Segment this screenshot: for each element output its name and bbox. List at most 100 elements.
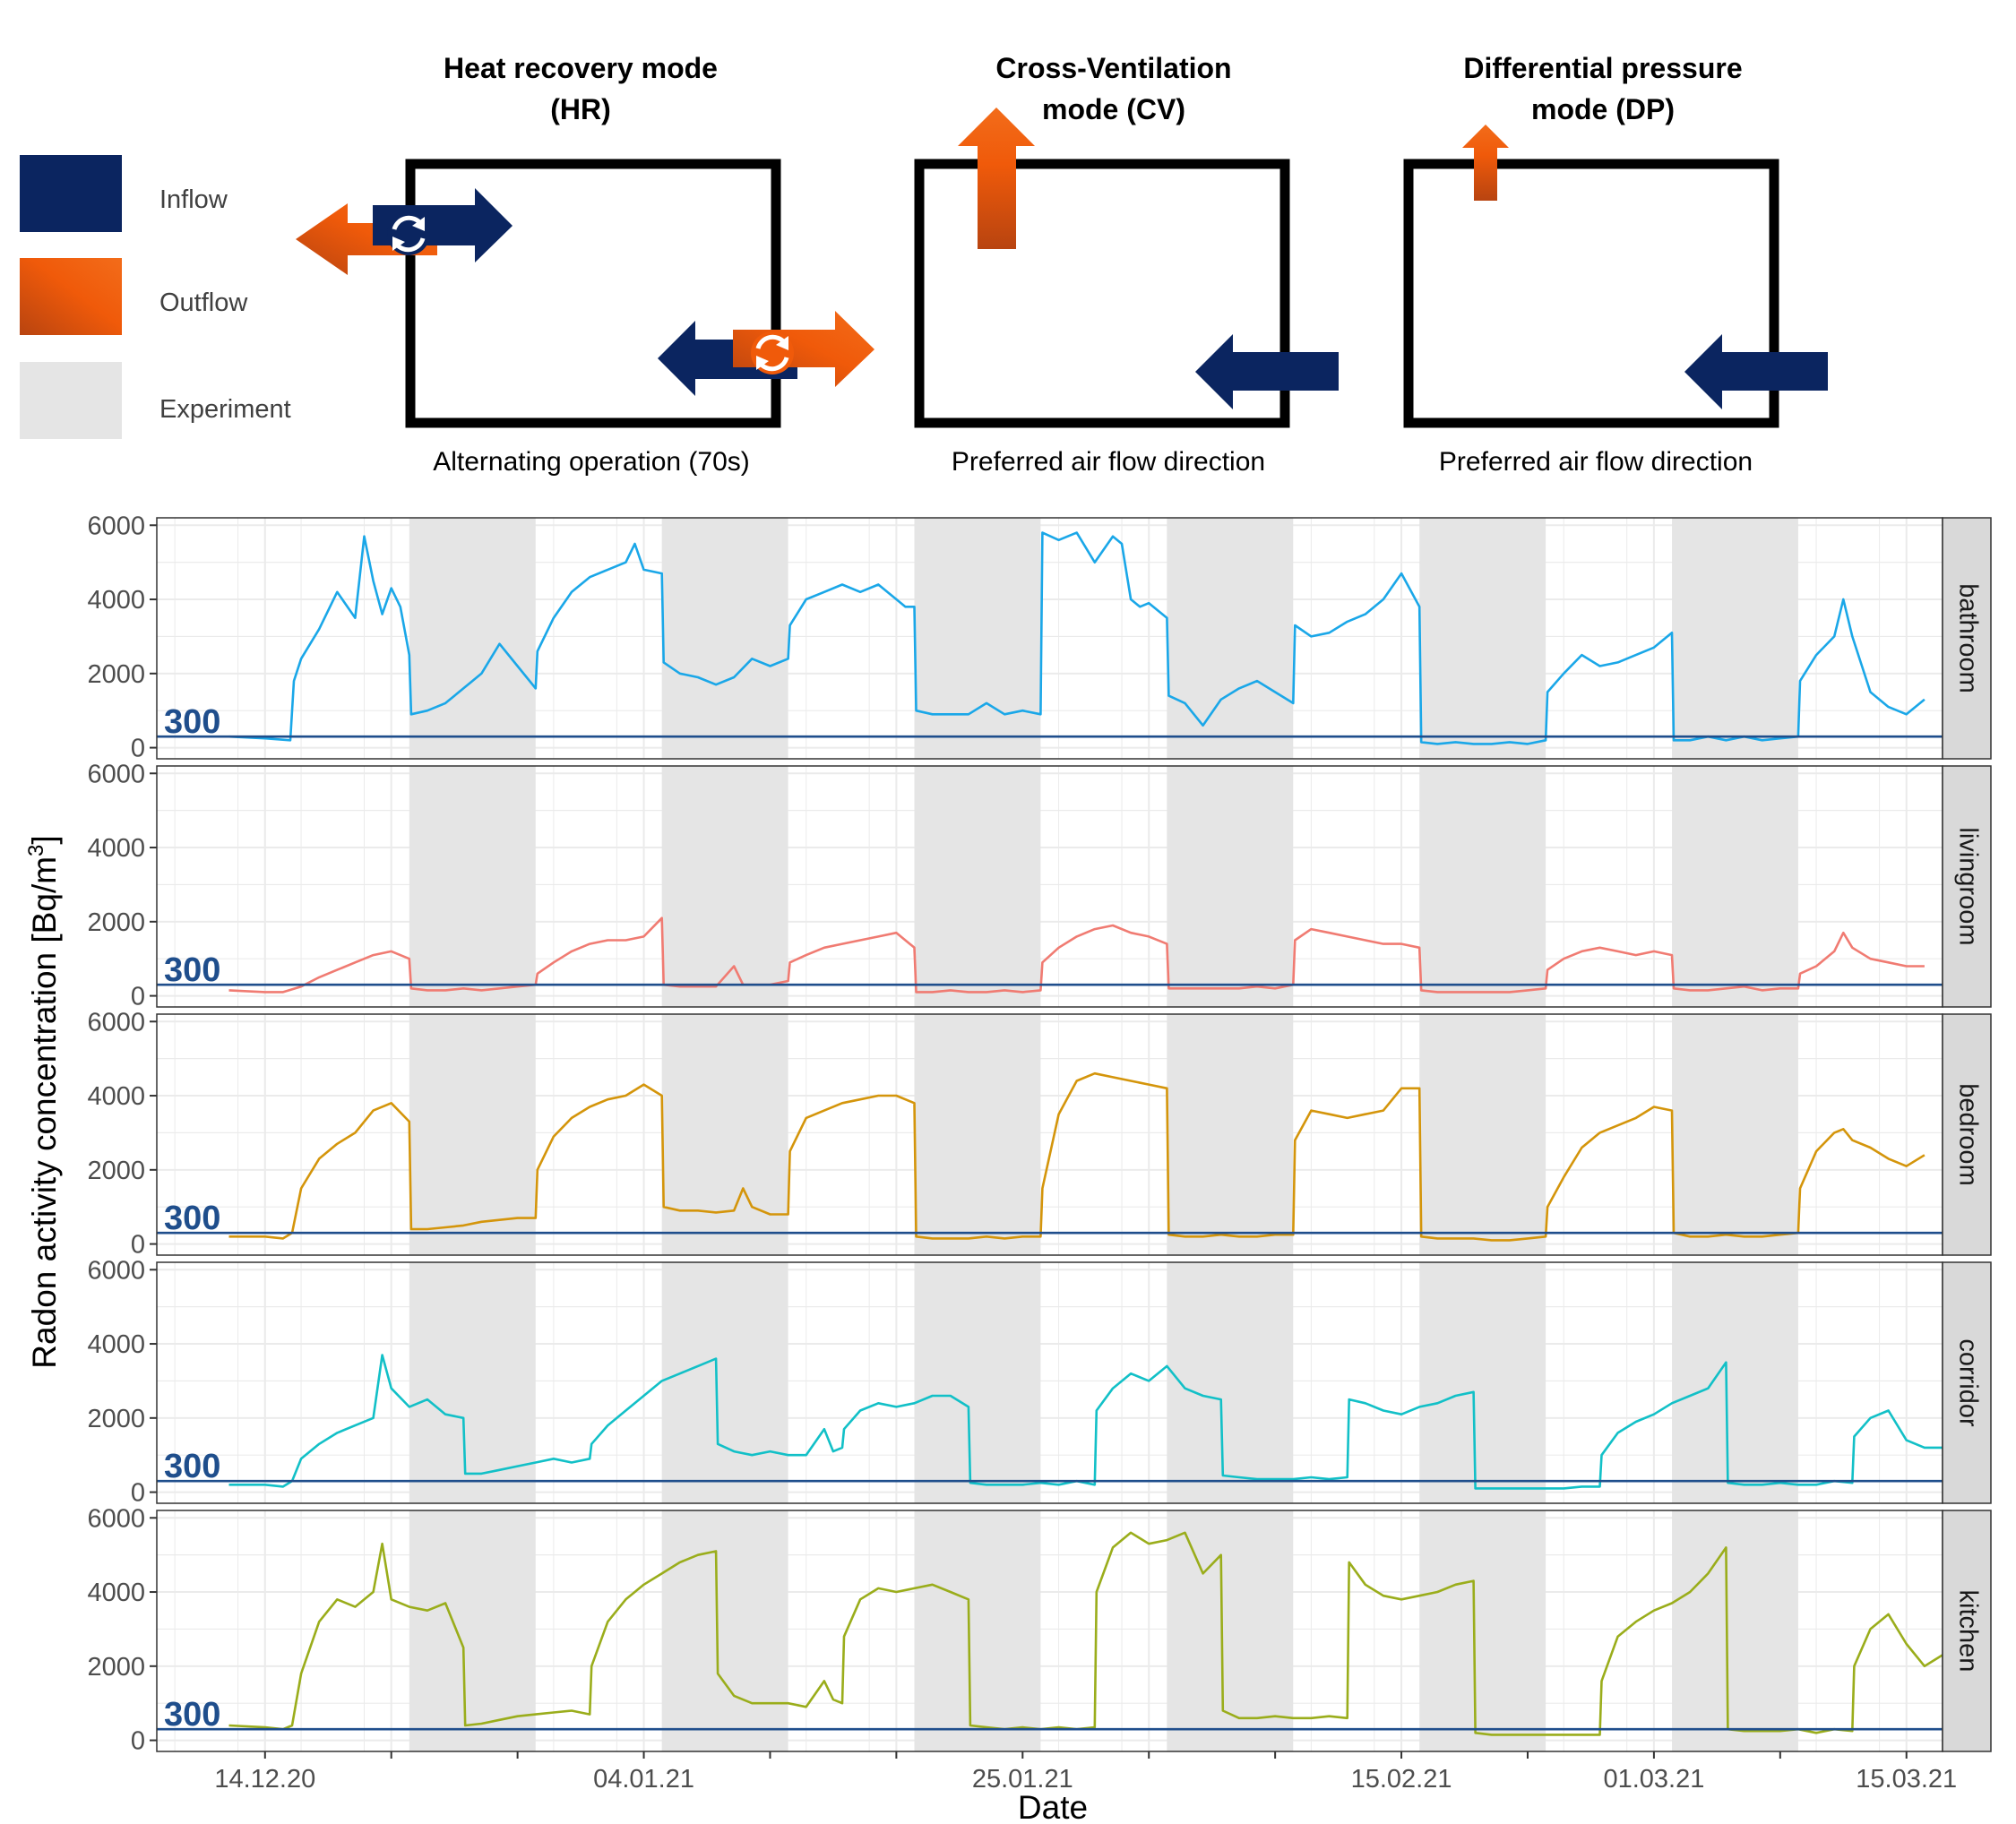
panel-bathroom: 300 0 2000 4000 6000 bathroom — [87, 512, 1992, 763]
mode-hr-title-line1: Heat recovery mode — [444, 52, 718, 84]
experiment-band — [661, 518, 788, 759]
x-axis: 14.12.20 04.01.21 25.01.21 15.02.21 01.03.21… — [214, 1751, 1957, 1794]
mode-dp-title-line1: Differential pressure — [1463, 52, 1742, 84]
legend: Inflow Outflow Experiment — [20, 155, 291, 439]
mode-hr-room — [405, 159, 781, 428]
y-axis-label-main: Radon activity concentration [Bq/m — [26, 856, 63, 1369]
x-tick-label: 14.12.20 — [214, 1765, 315, 1794]
y-tick-label: 4000 — [87, 834, 145, 863]
y-axis-label-close: ] — [26, 835, 63, 844]
experiment-band — [1672, 1014, 1798, 1255]
y-tick-label: 2000 — [87, 908, 145, 937]
series-line-livingroom — [228, 916, 1925, 994]
facet-strip — [1942, 1261, 1992, 1504]
dp-inflow-arrow — [1684, 334, 1828, 409]
facet-strip-label: kitchen — [1953, 1590, 1982, 1673]
legend-swatch-inflow — [20, 155, 122, 232]
experiment-band — [1167, 1014, 1294, 1255]
y-tick-label: 0 — [131, 1479, 145, 1508]
facet-strip — [1942, 1510, 1992, 1752]
facet-strip-label: bedroom — [1953, 1083, 1982, 1185]
experiment-band — [1167, 518, 1294, 759]
y-tick-label: 6000 — [87, 1504, 145, 1533]
facet-strip — [1942, 765, 1992, 1008]
facet-strip — [1942, 1013, 1992, 1256]
y-tick-label: 0 — [131, 1727, 145, 1756]
cv-outflow-arrow — [958, 108, 1035, 249]
y-tick-label: 4000 — [87, 1082, 145, 1111]
mode-dp-room — [1403, 159, 1779, 428]
hr-alternate-icon-top — [387, 212, 430, 255]
mode-cv-caption: Preferred air flow direction — [952, 447, 1265, 477]
threshold-label: 300 — [164, 703, 220, 741]
experiment-band — [409, 1510, 536, 1751]
experiment-band — [914, 1510, 1041, 1751]
x-tick-label: 01.03.21 — [1603, 1765, 1704, 1794]
y-tick-label: 2000 — [87, 1653, 145, 1682]
experiment-band — [661, 1510, 788, 1751]
experiment-band — [914, 766, 1041, 1007]
mode-cv-title-line2: mode (CV) — [1042, 93, 1185, 125]
experiment-band — [1672, 766, 1798, 1007]
experiment-band — [661, 766, 788, 1007]
mode-hr-diagram: Heat recovery mode (HR) Alternating oper… — [296, 52, 874, 477]
threshold-label: 300 — [164, 1448, 220, 1485]
facet-strip-label: bathroom — [1953, 583, 1982, 693]
y-tick-label: 6000 — [87, 1008, 145, 1037]
legend-swatch-outflow — [20, 258, 122, 335]
experiment-band — [1167, 1262, 1294, 1503]
experiment-band — [1419, 518, 1546, 759]
y-tick-label: 2000 — [87, 1157, 145, 1185]
cv-inflow-arrow — [1195, 334, 1339, 409]
facet-strip-label: livingroom — [1953, 827, 1982, 945]
mode-dp-diagram: Differential pressure mode (DP) Preferre… — [1403, 52, 1828, 477]
mode-cv-title-line1: Cross-Ventilation — [995, 52, 1231, 84]
experiment-band — [409, 1262, 536, 1503]
threshold-label: 300 — [164, 1200, 220, 1237]
hr-outflow-arrow-top — [296, 203, 437, 275]
panel-corridor: 300 0 2000 4000 6000 corridor — [87, 1256, 1992, 1508]
y-tick-label: 0 — [131, 735, 145, 763]
experiment-band — [409, 1014, 536, 1255]
y-tick-label: 0 — [131, 1231, 145, 1260]
mode-cv-room — [914, 159, 1290, 428]
panel-kitchen: 300 0 2000 4000 6000 kitchen — [87, 1504, 1992, 1756]
panel-bedroom: 300 0 2000 4000 6000 bedroom — [87, 1008, 1992, 1260]
experiment-band — [1419, 766, 1546, 1007]
y-axis-label-sup: 3 — [24, 845, 48, 856]
legend-label-experiment: Experiment — [159, 395, 291, 424]
dp-outflow-arrow — [1462, 125, 1509, 201]
x-tick-label: 25.01.21 — [972, 1765, 1073, 1794]
experiment-band — [914, 1262, 1041, 1503]
mode-hr-title-line2: (HR) — [550, 93, 611, 125]
panel-livingroom: 300 0 2000 4000 6000 livingroom — [87, 760, 1992, 1011]
threshold-label: 300 — [164, 1696, 220, 1734]
x-tick-label: 15.03.21 — [1856, 1765, 1957, 1794]
legend-label-inflow: Inflow — [159, 185, 228, 214]
hr-alternate-icon-bottom — [751, 331, 794, 374]
experiment-band — [409, 766, 536, 1007]
y-tick-label: 6000 — [87, 760, 145, 788]
experiment-band — [1419, 1510, 1546, 1751]
y-tick-label: 6000 — [87, 1256, 145, 1285]
experiment-band — [1672, 518, 1798, 759]
x-tick-label: 04.01.21 — [593, 1765, 694, 1794]
experiment-band — [1419, 1262, 1546, 1503]
y-tick-label: 4000 — [87, 1330, 145, 1359]
experiment-band — [914, 1014, 1041, 1255]
experiment-band — [661, 1014, 788, 1255]
mode-dp-caption: Preferred air flow direction — [1439, 447, 1753, 477]
y-tick-label: 4000 — [87, 586, 145, 615]
experiment-band — [1419, 1014, 1546, 1255]
experiment-band — [1672, 1262, 1798, 1503]
y-tick-label: 6000 — [87, 512, 145, 540]
experiment-band — [914, 518, 1041, 759]
mode-cv-diagram: Cross-Ventilation mode (CV) Preferred ai… — [914, 52, 1339, 477]
legend-swatch-experiment — [20, 362, 122, 439]
experiment-band — [1167, 1510, 1294, 1751]
hr-outflow-arrow-bottom — [733, 311, 874, 387]
legend-label-outflow: Outflow — [159, 288, 248, 317]
y-tick-label: 4000 — [87, 1579, 145, 1607]
x-tick-label: 15.02.21 — [1351, 1765, 1452, 1794]
